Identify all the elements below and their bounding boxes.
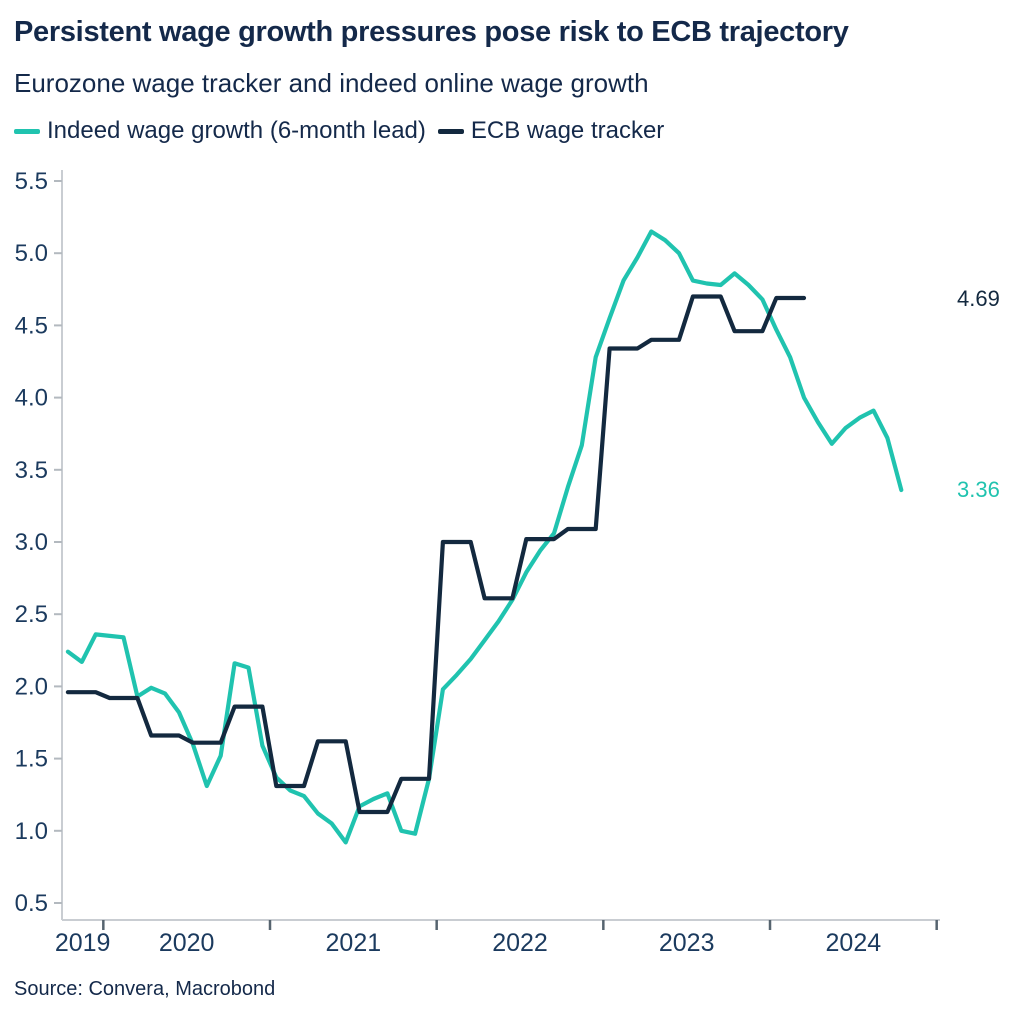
y-axis-tick-label: 3.5 — [15, 457, 48, 484]
y-axis-tick-label: 2.5 — [15, 601, 48, 628]
y-axis-tick-label: 5.5 — [15, 168, 48, 195]
ecb-series-line — [65, 294, 807, 815]
legend-label-ecb: ECB wage tracker — [470, 117, 665, 144]
y-axis-tick-label: 1.0 — [15, 818, 48, 845]
y-axis-tick-label: 4.0 — [15, 385, 48, 412]
chart-legend: Indeed wage growth (6-month lead) ECB wa… — [14, 116, 664, 146]
source-note: Source: Convera, Macrobond — [14, 978, 276, 1000]
y-axis-tick-label: 1.5 — [15, 746, 48, 773]
x-axis-year-label: 2024 — [826, 929, 882, 957]
page-title: Persistent wage growth pressures pose ri… — [14, 16, 849, 48]
y-axis-tick-label: 2.0 — [15, 673, 48, 700]
legend-label-indeed: Indeed wage growth (6-month lead) — [47, 117, 426, 144]
ecb-last-value-label: 4.69 — [957, 286, 1000, 311]
x-axis-year-label: 2023 — [659, 929, 715, 957]
x-axis-year-label: 2022 — [492, 929, 548, 957]
ecb-series-swatch-icon — [437, 128, 464, 134]
x-axis-year-label: 2020 — [159, 929, 215, 957]
x-axis-year-label: 2019 — [55, 929, 111, 957]
legend-item-indeed: Indeed wage growth (6-month lead) — [14, 117, 426, 145]
legend-item-ecb: ECB wage tracker — [437, 117, 665, 145]
y-axis-tick-label: 5.0 — [15, 240, 48, 267]
indeed-last-value-label: 3.36 — [957, 477, 1000, 502]
chart-subtitle: Eurozone wage tracker and indeed online … — [14, 68, 649, 98]
indeed-series-swatch-icon — [14, 128, 40, 134]
indeed-series-line — [65, 229, 904, 845]
y-axis-tick-label: 0.5 — [15, 890, 48, 917]
y-axis-tick-label: 3.0 — [15, 529, 48, 556]
y-axis-tick-label: 4.5 — [15, 312, 48, 339]
x-axis-year-label: 2021 — [326, 929, 382, 957]
